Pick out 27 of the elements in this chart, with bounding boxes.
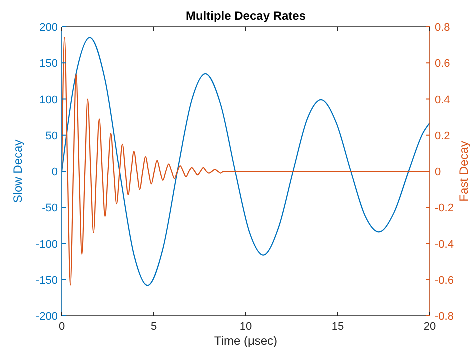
y2-axis-title: Fast Decay (457, 141, 471, 202)
y2-tick-label: -0.4 (435, 238, 454, 251)
chart-title: Multiple Decay Rates (186, 9, 306, 23)
x-tick-label: 0 (58, 321, 66, 333)
y-axis-title: Slow Decay (11, 140, 25, 204)
y2-tick-label: -0.2 (435, 202, 454, 215)
y-tick-label: -50 (42, 202, 58, 215)
y-tick-label: 200 (40, 22, 58, 34)
x-tick-label: 10 (240, 321, 252, 333)
y2-tick-label: 0.2 (435, 130, 450, 142)
y-tick-label: -150 (36, 274, 58, 287)
y2-tick-label: 0.6 (435, 58, 450, 70)
x-tick-label: 5 (150, 321, 158, 333)
y2-tick-label: 0 (435, 166, 442, 178)
y-tick-label: 100 (40, 94, 58, 106)
y2-tick-label: -0.8 (435, 311, 454, 323)
y-tick-label: 50 (46, 130, 58, 142)
y2-tick-label: -0.6 (435, 274, 454, 287)
x-tick-label: 15 (332, 321, 344, 333)
y2-tick-label: 0.8 (435, 22, 450, 34)
y2-tick-label: 0.4 (435, 94, 450, 106)
y-tick-label: -100 (36, 238, 58, 251)
y-tick-label: 0 (52, 166, 58, 178)
x-axis-title: Time (μsec) (214, 334, 278, 348)
y-tick-label: 150 (40, 58, 58, 70)
x-tick-label: 20 (424, 321, 436, 333)
y-tick-label: -200 (36, 311, 58, 323)
